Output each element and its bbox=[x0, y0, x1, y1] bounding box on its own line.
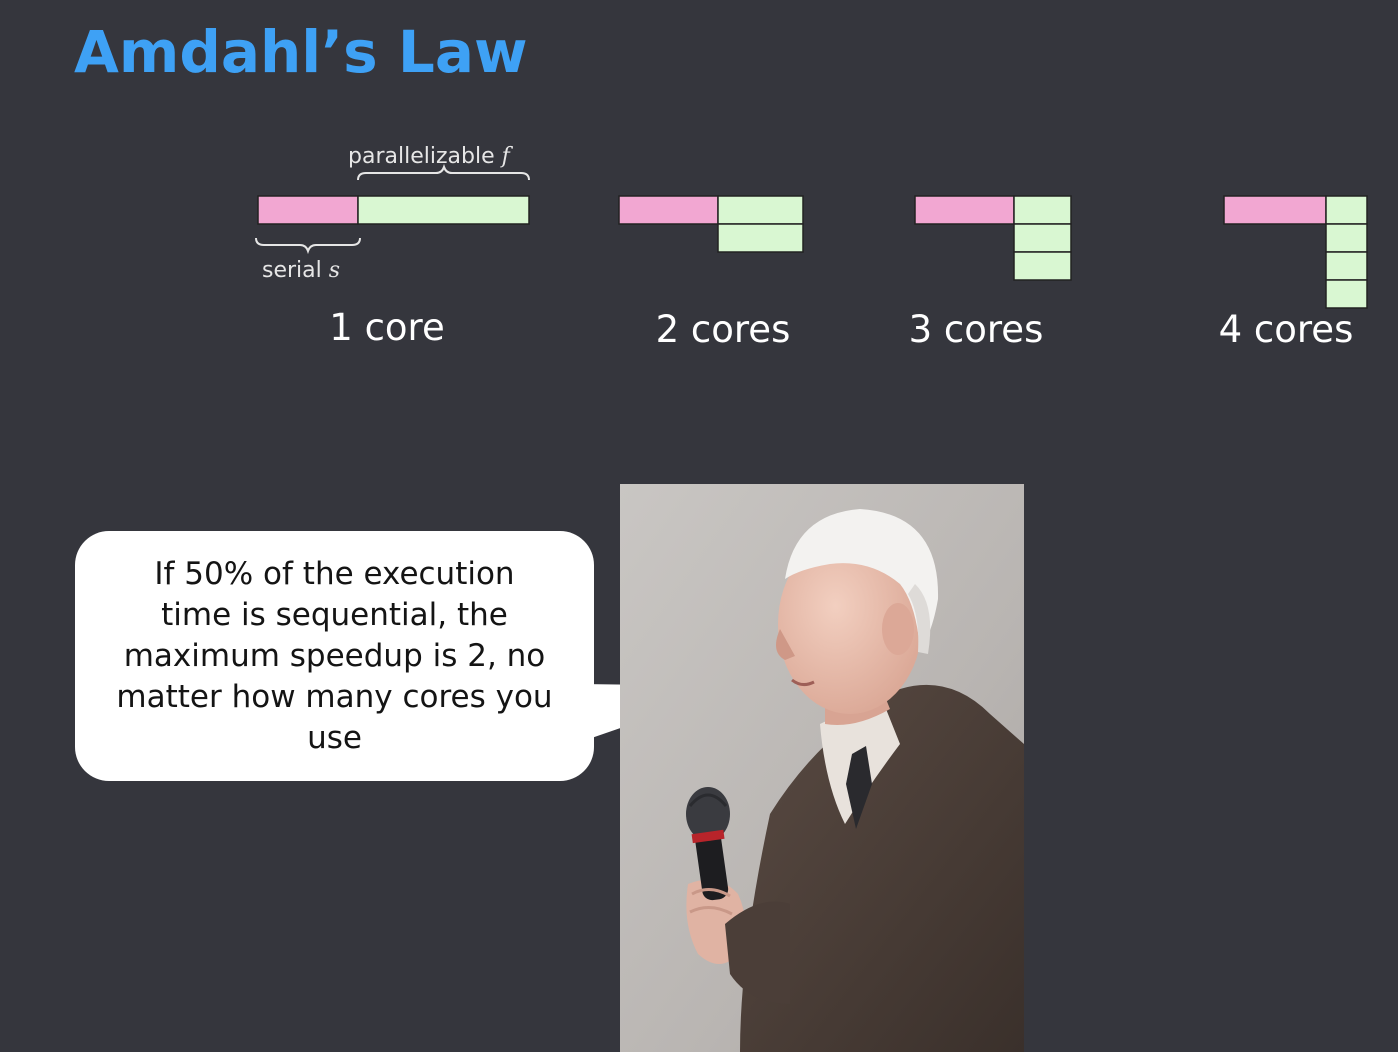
speech-bubble: If 50% of the execution time is sequenti… bbox=[75, 531, 594, 781]
parallelizable-brace-label: parallelizable f bbox=[348, 144, 514, 169]
parallel-segment-3-cores-3 bbox=[1013, 251, 1072, 281]
elderly-man-with-microphone-photo bbox=[620, 484, 1024, 1052]
parallel-segment-2-cores-2 bbox=[717, 223, 804, 253]
label-2-cores: 2 cores bbox=[656, 308, 791, 351]
parallelizable-brace bbox=[357, 163, 530, 181]
label-4-cores: 4 cores bbox=[1219, 308, 1354, 351]
parallel-segment-3-cores-1 bbox=[1013, 195, 1072, 225]
microphone-icon bbox=[686, 787, 730, 901]
label-1-core: 1 core bbox=[329, 306, 444, 349]
serial-segment-4-cores bbox=[1223, 195, 1327, 225]
serial-segment-3-cores bbox=[914, 195, 1015, 225]
amdahl-core-diagram: parallelizable f serial s 1 core 2 cores… bbox=[255, 144, 1368, 351]
serial-segment-1-core bbox=[257, 195, 359, 225]
serial-brace bbox=[255, 237, 361, 255]
parallel-segment-4-cores-4 bbox=[1325, 279, 1368, 309]
label-3-cores: 3 cores bbox=[909, 308, 1044, 351]
speech-bubble-text: If 50% of the execution time is sequenti… bbox=[116, 555, 553, 756]
parallel-segment-2-cores-1 bbox=[717, 195, 804, 225]
slide-title: Amdahl’s Law bbox=[74, 18, 528, 86]
parallel-segment-4-cores-3 bbox=[1325, 251, 1368, 281]
serial-brace-label: serial s bbox=[262, 258, 340, 283]
parallel-segment-1-core bbox=[357, 195, 530, 225]
serial-segment-2-cores bbox=[618, 195, 719, 225]
parallel-segment-3-cores-2 bbox=[1013, 223, 1072, 253]
parallel-segment-4-cores-2 bbox=[1325, 223, 1368, 253]
parallel-segment-4-cores-1 bbox=[1325, 195, 1368, 225]
